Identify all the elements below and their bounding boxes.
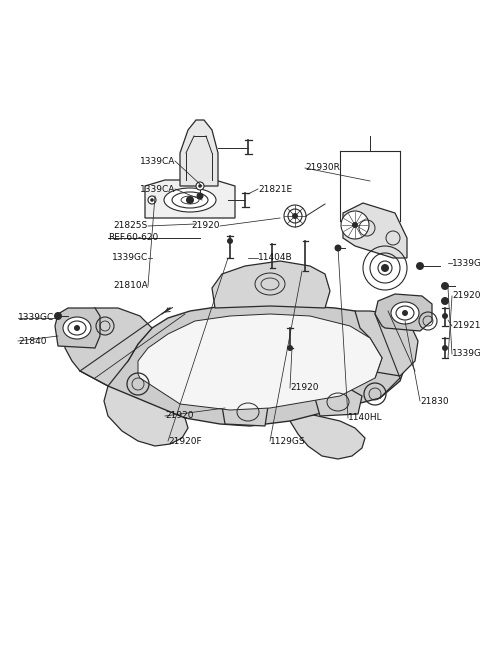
Text: 1339GC: 1339GC bbox=[452, 258, 480, 268]
Circle shape bbox=[198, 184, 202, 188]
Circle shape bbox=[227, 238, 233, 244]
Ellipse shape bbox=[172, 192, 208, 208]
Polygon shape bbox=[290, 411, 365, 459]
Text: REF.60-620: REF.60-620 bbox=[108, 234, 158, 243]
Circle shape bbox=[352, 222, 358, 228]
Text: 21920F: 21920F bbox=[168, 436, 202, 445]
Text: 21920F: 21920F bbox=[452, 291, 480, 300]
Circle shape bbox=[196, 182, 204, 190]
Polygon shape bbox=[180, 120, 218, 186]
Text: 1339CA: 1339CA bbox=[140, 184, 175, 194]
Text: 21825S: 21825S bbox=[114, 222, 148, 230]
Polygon shape bbox=[65, 308, 152, 386]
Polygon shape bbox=[222, 398, 268, 426]
Polygon shape bbox=[343, 203, 407, 258]
Ellipse shape bbox=[391, 302, 419, 324]
Text: 21840: 21840 bbox=[18, 337, 47, 346]
Text: 21810A: 21810A bbox=[113, 281, 148, 291]
Polygon shape bbox=[375, 294, 432, 331]
Polygon shape bbox=[55, 308, 100, 348]
Text: 1339GC: 1339GC bbox=[18, 314, 54, 323]
Text: 1339GC: 1339GC bbox=[452, 350, 480, 358]
Circle shape bbox=[381, 264, 389, 272]
Text: 21921: 21921 bbox=[452, 321, 480, 331]
Ellipse shape bbox=[164, 188, 216, 212]
Text: 21920: 21920 bbox=[165, 411, 193, 420]
Ellipse shape bbox=[396, 306, 414, 320]
Polygon shape bbox=[355, 311, 418, 378]
Polygon shape bbox=[108, 304, 408, 426]
Text: 21821E: 21821E bbox=[258, 184, 292, 194]
Polygon shape bbox=[145, 180, 235, 218]
Polygon shape bbox=[104, 386, 188, 446]
Text: 1140HL: 1140HL bbox=[348, 413, 383, 422]
Text: 21920: 21920 bbox=[290, 384, 319, 392]
Ellipse shape bbox=[288, 209, 302, 223]
Circle shape bbox=[402, 310, 408, 316]
Text: 21930R: 21930R bbox=[305, 163, 340, 173]
Circle shape bbox=[442, 345, 448, 351]
Circle shape bbox=[196, 192, 204, 199]
Circle shape bbox=[416, 262, 424, 270]
Ellipse shape bbox=[181, 196, 199, 204]
Circle shape bbox=[186, 196, 194, 204]
Polygon shape bbox=[212, 261, 330, 308]
Text: 1129GS: 1129GS bbox=[270, 436, 306, 445]
Ellipse shape bbox=[284, 205, 306, 227]
Ellipse shape bbox=[341, 211, 369, 239]
Circle shape bbox=[150, 198, 154, 202]
Circle shape bbox=[441, 282, 449, 290]
Polygon shape bbox=[315, 388, 362, 416]
Circle shape bbox=[292, 213, 298, 219]
Text: 1339GC: 1339GC bbox=[112, 253, 148, 262]
Circle shape bbox=[441, 297, 449, 305]
Circle shape bbox=[287, 345, 293, 351]
Polygon shape bbox=[138, 314, 382, 410]
Ellipse shape bbox=[63, 317, 91, 339]
Text: 11404B: 11404B bbox=[258, 253, 293, 262]
Ellipse shape bbox=[68, 321, 86, 335]
Circle shape bbox=[442, 313, 448, 319]
Text: 21830: 21830 bbox=[420, 396, 449, 405]
Circle shape bbox=[335, 245, 341, 251]
Circle shape bbox=[54, 312, 62, 320]
Circle shape bbox=[74, 325, 80, 331]
Text: 1339CA: 1339CA bbox=[140, 157, 175, 165]
Text: 21920: 21920 bbox=[192, 222, 220, 230]
Circle shape bbox=[148, 196, 156, 204]
